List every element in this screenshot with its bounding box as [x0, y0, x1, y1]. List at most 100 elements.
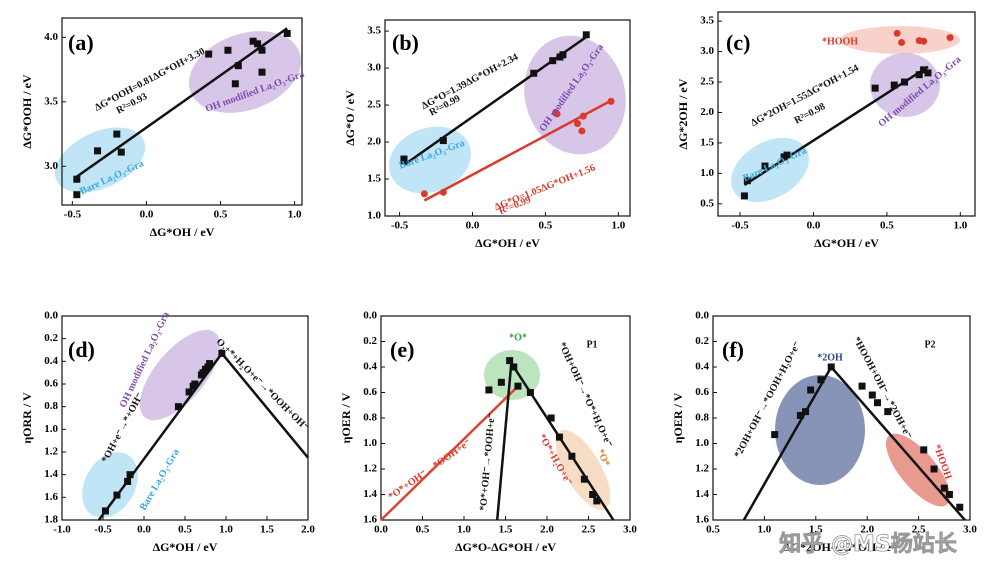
y-tick-label: 1.2 — [44, 446, 58, 458]
data-point — [231, 80, 239, 88]
panel-label: (b) — [392, 30, 419, 55]
x-tick-label: -1.0 — [53, 524, 71, 536]
highlight-region — [775, 375, 865, 485]
x-tick-label: 3.0 — [623, 524, 637, 536]
data-point — [249, 37, 257, 45]
annotation: *O*+OH⁻→*OOH+e⁻ — [478, 413, 498, 512]
data-point — [205, 50, 213, 58]
data-point — [283, 29, 291, 37]
data-point — [559, 51, 567, 59]
y-tick-label: 1.4 — [44, 468, 58, 480]
y-tick-label: 1.4 — [695, 488, 709, 500]
highlight-region — [82, 452, 138, 518]
y-tick-label: 3.0 — [700, 45, 714, 57]
y-axis-label: ΔG*2OH / eV — [676, 78, 690, 149]
data-point — [439, 137, 447, 145]
y-axis-label: ΔG*OOH / eV — [20, 74, 34, 149]
y-tick-label: 0.0 — [695, 310, 709, 322]
data-point — [206, 360, 214, 368]
x-tick-label: 1.0 — [457, 524, 471, 536]
x-tick-label: 0.5 — [416, 524, 430, 536]
y-tick-label: 1.0 — [700, 167, 714, 179]
data-point — [580, 475, 588, 483]
highlight-region — [139, 329, 221, 421]
data-point — [117, 148, 125, 156]
panel-label: (e) — [390, 337, 414, 362]
data-point — [802, 408, 810, 416]
data-point — [873, 399, 881, 407]
y-tick-label: 2.5 — [700, 76, 714, 88]
panel-label: (f) — [722, 337, 744, 362]
data-point — [582, 31, 590, 39]
annotation: *HOOH — [822, 36, 858, 47]
y-tick-label: 1.4 — [363, 488, 377, 500]
data-point — [956, 503, 964, 511]
y-axis-label: ΔG*O / eV — [343, 90, 357, 146]
data-point — [530, 69, 538, 77]
data-point — [218, 349, 226, 357]
data-point — [827, 363, 835, 371]
y-tick-label: 0.8 — [363, 412, 377, 424]
data-point — [946, 34, 954, 42]
data-point — [258, 46, 266, 54]
y-tick-label: 0.2 — [44, 332, 58, 344]
y-tick-label: 1.2 — [363, 463, 377, 475]
data-point — [73, 191, 81, 199]
x-tick-label: 2.0 — [540, 524, 554, 536]
x-tick-label: -0.5 — [391, 220, 409, 232]
y-tick-label: 1.2 — [695, 463, 709, 475]
x-tick-label: 0.5 — [214, 209, 228, 221]
data-point — [126, 471, 134, 479]
y-tick-label: 1.5 — [367, 173, 381, 185]
y-tick-label: 0.0 — [44, 310, 58, 322]
y-axis-label: ηOER / V — [339, 392, 353, 443]
data-point — [898, 38, 906, 46]
data-point — [890, 81, 898, 89]
y-tick-label: 1.0 — [44, 423, 58, 435]
annotation: ΔG*O=1.39ΔG*OH+2.34 — [420, 52, 520, 112]
data-point — [893, 29, 901, 37]
x-tick-label: 2.0 — [301, 524, 315, 536]
y-tick-label: 2.5 — [367, 99, 381, 111]
x-tick-label: -0.5 — [94, 524, 112, 536]
data-point — [884, 408, 892, 416]
y-tick-label: 0.2 — [695, 335, 709, 347]
data-point — [740, 192, 748, 200]
x-tick-label: 1.0 — [758, 524, 772, 536]
data-point — [901, 78, 909, 86]
data-point — [579, 112, 587, 120]
data-point — [920, 446, 928, 454]
annotation: *O*+OH⁻→*OOH+e⁻ — [387, 437, 474, 502]
data-point — [174, 403, 182, 411]
y-axis-label: ηORR / V — [20, 392, 34, 444]
x-tick-label: 2.5 — [912, 524, 926, 536]
data-point — [514, 382, 522, 390]
data-point — [526, 389, 534, 396]
y-tick-label: 0.6 — [44, 378, 58, 390]
y-axis-label: ηOER / V — [671, 392, 685, 443]
data-point — [871, 84, 879, 92]
x-tick-label: 1.0 — [953, 220, 967, 232]
data-point — [920, 66, 928, 74]
x-tick-label: 1.5 — [809, 524, 823, 536]
y-tick-label: 0.0 — [363, 310, 377, 322]
fit-line — [76, 27, 288, 178]
data-point — [915, 71, 923, 79]
x-tick-label: 0.0 — [466, 220, 480, 232]
y-tick-label: 2.0 — [700, 106, 714, 118]
data-point — [868, 391, 876, 399]
data-point — [113, 491, 121, 499]
data-point — [607, 97, 615, 105]
data-point — [761, 162, 769, 170]
y-tick-label: 1.6 — [44, 491, 58, 503]
x-tick-label: 2.0 — [860, 524, 874, 536]
x-axis-label: ΔG*O-ΔG*OH / eV — [455, 540, 556, 554]
x-tick-label: 1.5 — [260, 524, 274, 536]
data-point — [817, 376, 825, 384]
y-tick-label: 1.5 — [700, 136, 714, 148]
y-tick-label: 3.0 — [367, 62, 381, 74]
data-point — [940, 484, 948, 492]
y-tick-label: 1.0 — [695, 437, 709, 449]
annotation: *2OH — [817, 352, 843, 363]
